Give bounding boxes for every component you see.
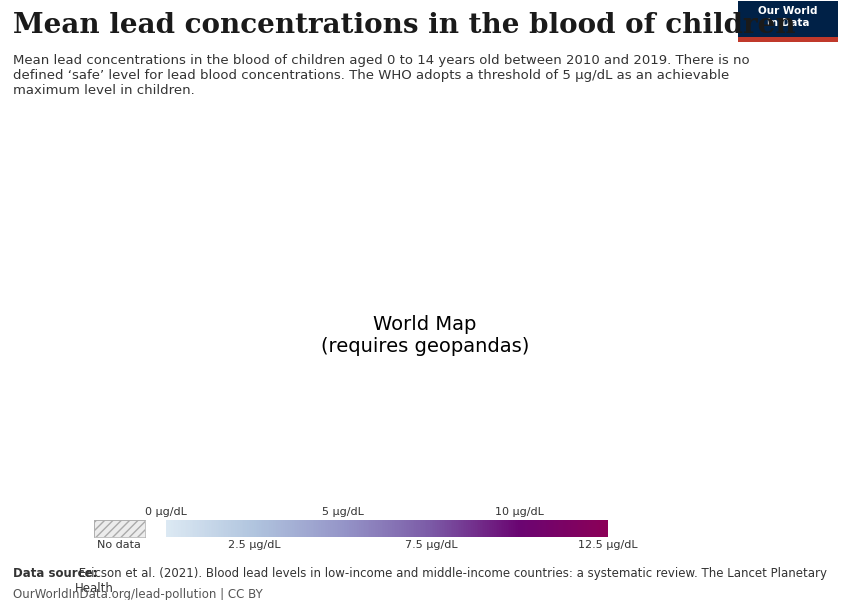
Text: Ericson et al. (2021). Blood lead levels in low-income and middle-income countri: Ericson et al. (2021). Blood lead levels…	[75, 567, 827, 595]
Text: World Map
(requires geopandas): World Map (requires geopandas)	[320, 316, 530, 356]
Text: Mean lead concentrations in the blood of children: Mean lead concentrations in the blood of…	[13, 12, 796, 39]
Text: No data: No data	[97, 540, 141, 550]
Text: 5 μg/dL: 5 μg/dL	[321, 507, 364, 517]
Text: Our World
in Data: Our World in Data	[758, 5, 818, 28]
Text: OurWorldInData.org/lead-pollution | CC BY: OurWorldInData.org/lead-pollution | CC B…	[13, 588, 263, 600]
Text: 2.5 μg/dL: 2.5 μg/dL	[228, 540, 280, 550]
Text: Mean lead concentrations in the blood of children aged 0 to 14 years old between: Mean lead concentrations in the blood of…	[13, 54, 750, 97]
Bar	[738, 37, 838, 42]
Text: 7.5 μg/dL: 7.5 μg/dL	[405, 540, 457, 550]
Text: 0 μg/dL: 0 μg/dL	[144, 507, 187, 517]
Text: Data source:: Data source:	[13, 567, 97, 580]
Text: 10 μg/dL: 10 μg/dL	[495, 507, 544, 517]
Text: 12.5 μg/dL: 12.5 μg/dL	[578, 540, 638, 550]
